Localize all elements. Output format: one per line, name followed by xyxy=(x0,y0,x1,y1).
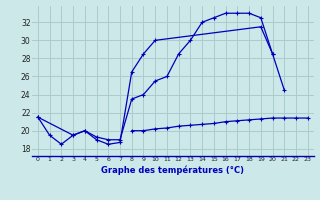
X-axis label: Graphe des températures (°C): Graphe des températures (°C) xyxy=(101,165,244,175)
